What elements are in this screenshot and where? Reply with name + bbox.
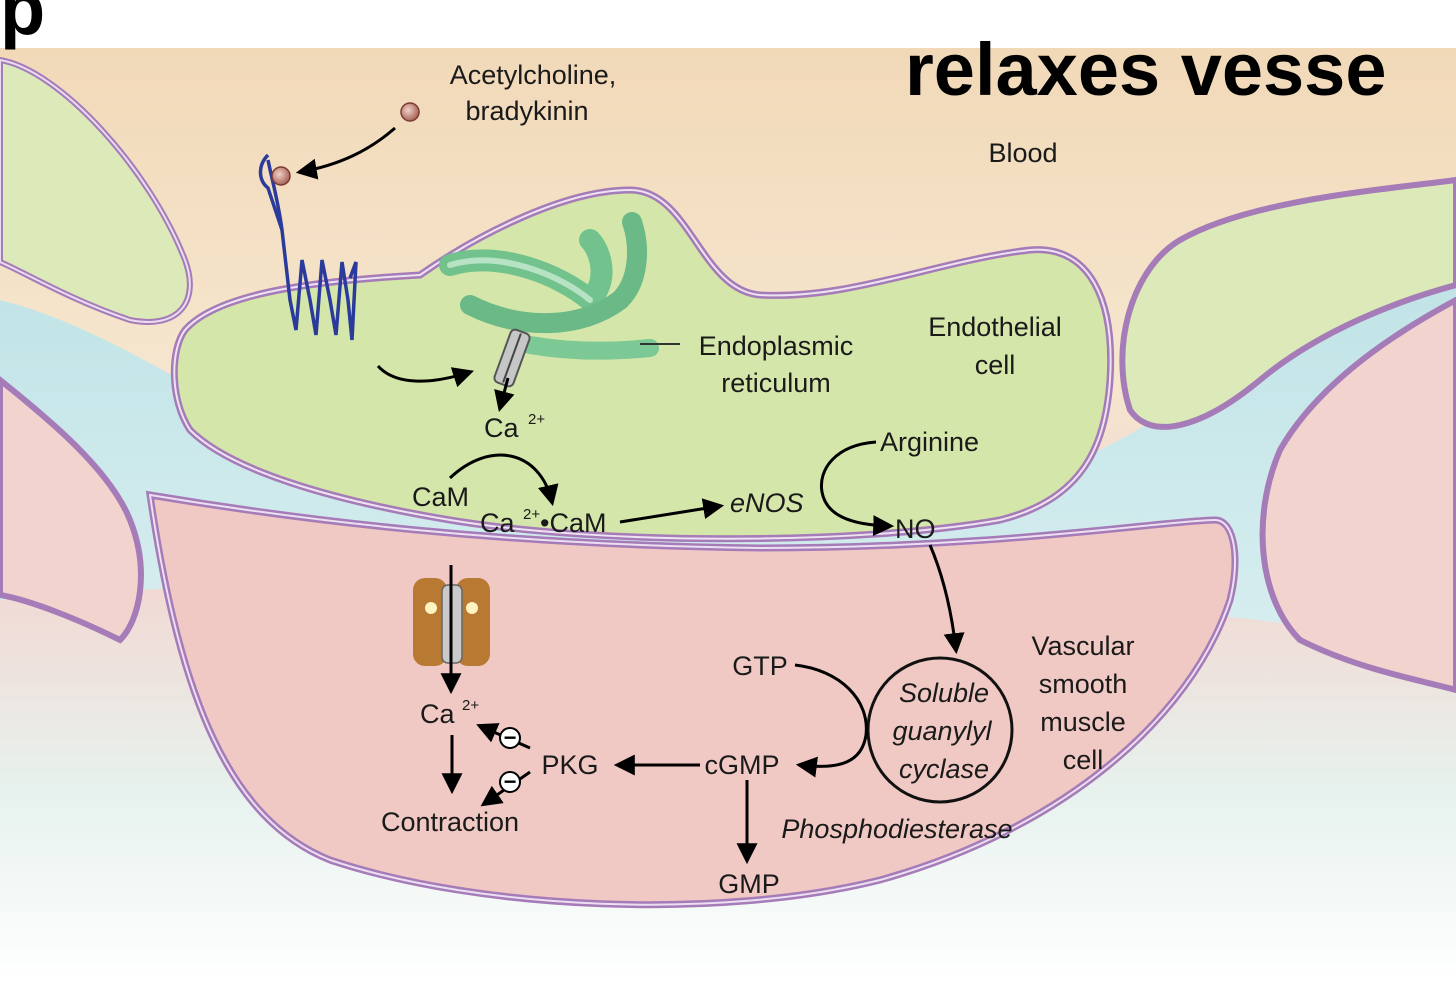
no-diffusion-arrow — [928, 544, 965, 655]
ca-cam-complex-label: Ca 2+ •CaM — [480, 506, 606, 538]
svg-text:Ca: Ca — [420, 699, 455, 729]
inhibition-badge: − — [499, 769, 521, 794]
soluble-guanylyl-cyclase-enzyme — [866, 656, 1014, 804]
endoplasmic-reticulum — [439, 212, 659, 360]
svg-text:−: − — [504, 769, 517, 794]
contraction-label: Contraction — [381, 807, 519, 837]
svg-text:2+: 2+ — [523, 506, 540, 523]
gmp-label: GMP — [718, 869, 780, 899]
svg-text:Ca: Ca — [480, 508, 515, 538]
title-band — [0, 0, 1456, 48]
slide-title: relaxes vesse — [905, 28, 1386, 111]
agonists-label-line2: bradykinin — [465, 96, 588, 126]
agonists-label-line1: Acetylcholine, — [450, 60, 617, 90]
ligand-icon — [400, 102, 420, 122]
blood-label: Blood — [988, 138, 1057, 168]
vsmc-label-line3: muscle — [1040, 707, 1126, 737]
phosphodiesterase-label: Phosphodiesterase — [781, 814, 1012, 844]
slide-title-left-fragment: p — [0, 0, 45, 50]
gtp-label: GTP — [732, 651, 788, 681]
svg-text:•CaM: •CaM — [540, 508, 606, 538]
neighbor-smooth-muscle-cell-left — [0, 376, 144, 644]
ca-release-arrow — [494, 377, 515, 413]
cgmp-label: cGMP — [704, 750, 779, 780]
sgc-label-line2: guanylyl — [892, 716, 992, 746]
er-label-line1: Endoplasmic — [699, 331, 854, 361]
svg-text:−: − — [504, 725, 517, 750]
svg-text:2+: 2+ — [462, 697, 479, 714]
gtp-to-cgmp-arrow — [794, 663, 868, 778]
neighbor-smooth-muscle-cell-right — [1259, 296, 1456, 694]
arginine-label: Arginine — [880, 427, 979, 457]
neighbor-endothelial-cell-right — [1119, 176, 1456, 430]
svg-text:Ca: Ca — [484, 413, 519, 443]
sgc-label-line1: Soluble — [899, 678, 989, 708]
activates-enos-arrow — [619, 498, 725, 524]
pkg-label: PKG — [541, 750, 598, 780]
er-calcium-channel — [493, 328, 531, 388]
ligand-binding-arrow — [295, 126, 396, 180]
endothelial-label-line2: cell — [975, 350, 1016, 380]
ca-endothelial-label: Ca 2+ — [484, 411, 545, 443]
vsmc-label-line1: Vascular — [1031, 631, 1134, 661]
cam-binding-arrow — [448, 453, 559, 507]
inhibition-badge: − — [499, 725, 521, 750]
no-label: NO — [895, 514, 936, 544]
arginine-to-no-arrow — [819, 440, 895, 537]
vsmc-label-line2: smooth — [1039, 669, 1128, 699]
endothelial-label-line1: Endothelial — [928, 312, 1062, 342]
bound-ligand-icon — [271, 166, 291, 186]
enos-label: eNOS — [730, 488, 804, 518]
sgc-label-line3: cyclase — [899, 754, 989, 784]
er-label-line2: reticulum — [721, 368, 831, 398]
svg-text:2+: 2+ — [528, 411, 545, 428]
ca-smooth-muscle-label: Ca 2+ — [420, 697, 479, 729]
signal-to-er-arrow — [376, 364, 474, 388]
g-protein-coupled-receptor — [258, 153, 358, 341]
vsmc-label-line4: cell — [1063, 745, 1104, 775]
cam-label: CaM — [412, 482, 469, 512]
